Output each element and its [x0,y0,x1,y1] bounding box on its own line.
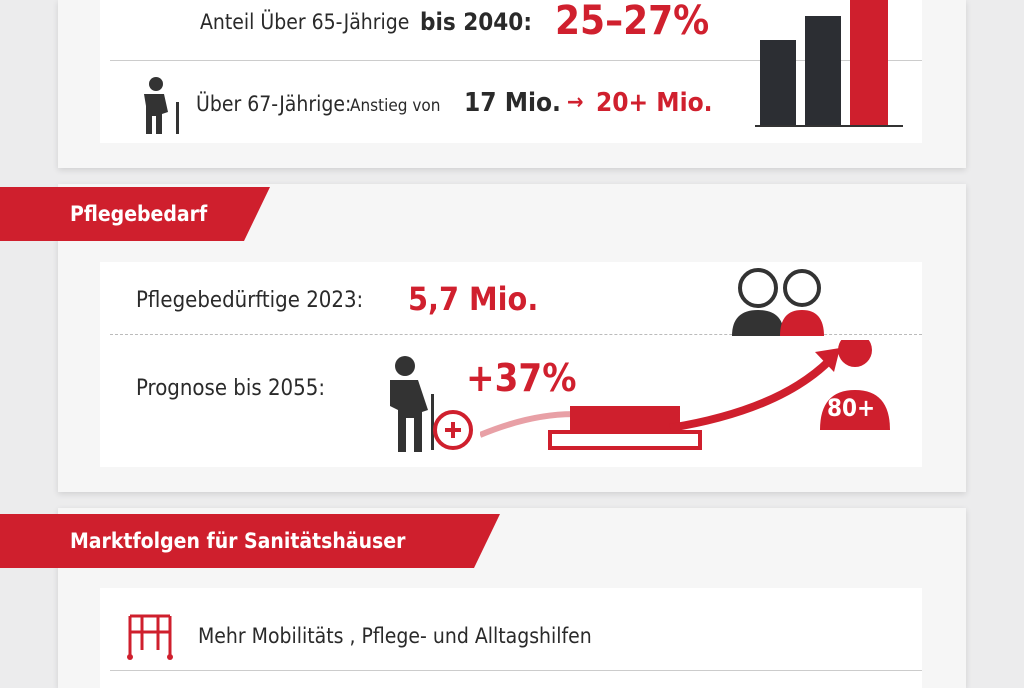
age-badge: 80+ [827,394,876,422]
market-panel: Mehr Mobilitäts , Pflege- und Alltagshil… [100,588,922,688]
walker-icon [127,614,173,660]
market-card: Marktfolgen für Sanitätshäuser Mehr Mobi… [58,508,966,688]
market-item: Mehr Mobilitäts , Pflege- und Alltagshil… [198,624,592,648]
market-header: Marktfolgen für Sanitätshäuser [0,514,500,568]
aging-card: Anteil Über 65-Jährige bis 2040: 25–27% … [58,0,966,168]
forecast-value: +37% [466,356,577,400]
care-header: Pflegebedarf [0,187,270,241]
elderly-couple-icon [732,268,824,336]
walker-person-icon [390,356,473,452]
divider [110,60,922,61]
forecast-label: Prognose bis 2055: [136,376,325,401]
elder-icon [144,77,179,134]
share-year: bis 2040: [420,8,532,36]
needs-label: Pflegebedürftige 2023: [136,288,364,313]
over67-from: 17 Mio. [464,88,561,118]
needs-value: 5,7 Mio. [408,280,539,318]
aging-panel: Anteil Über 65-Jährige bis 2040: 25–27% … [100,0,922,143]
care-panel: Pflegebedürftige 2023: 5,7 Mio. Prognose… [100,262,922,467]
over67-rise: Anstieg von [350,96,441,116]
divider [110,334,922,335]
care-card: Pflegebedarf Pflegebedürftige 2023: 5,7 … [58,184,966,492]
share-label: Anteil Über 65-Jährige [200,10,410,34]
growth-icon [480,340,890,450]
over67-label: Über 67-Jährige: [196,92,352,116]
arrow: → [567,90,584,115]
over67-to: 20+ Mio. [596,88,713,118]
share-value: 25–27% [555,0,710,44]
bar-icon [755,0,903,127]
divider [110,670,922,671]
